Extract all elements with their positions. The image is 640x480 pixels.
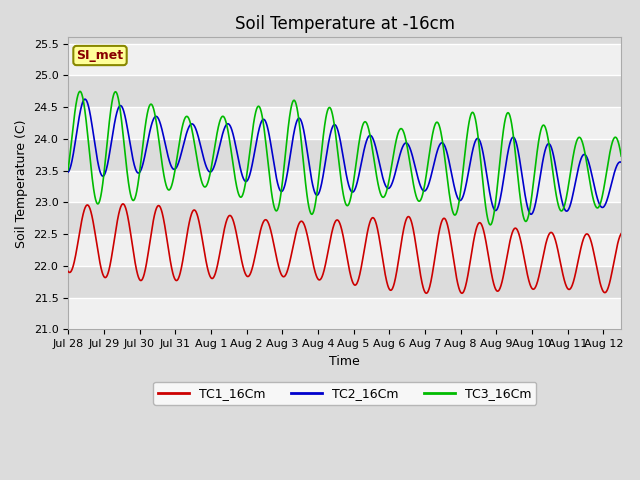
Bar — [68, 44, 621, 75]
Legend: TC1_16Cm, TC2_16Cm, TC3_16Cm: TC1_16Cm, TC2_16Cm, TC3_16Cm — [153, 382, 536, 405]
Title: Soil Temperature at -16cm: Soil Temperature at -16cm — [235, 15, 454, 33]
Bar — [68, 266, 621, 298]
Bar — [68, 234, 621, 266]
Y-axis label: Soil Temperature (C): Soil Temperature (C) — [15, 119, 28, 248]
X-axis label: Time: Time — [330, 355, 360, 368]
Bar — [68, 75, 621, 107]
Bar — [68, 203, 621, 234]
Bar — [68, 298, 621, 329]
Bar — [68, 107, 621, 139]
Bar — [68, 139, 621, 171]
Bar — [68, 171, 621, 203]
Text: SI_met: SI_met — [76, 49, 124, 62]
